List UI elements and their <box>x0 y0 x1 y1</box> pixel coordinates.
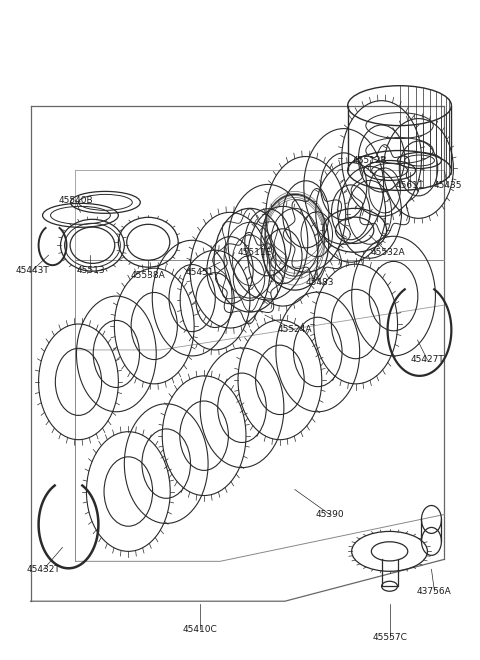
Text: 45483: 45483 <box>305 278 334 286</box>
Text: 45557C: 45557C <box>372 632 407 642</box>
Text: 45524A: 45524A <box>277 325 312 335</box>
Text: 45611: 45611 <box>395 181 424 190</box>
Text: 45427T: 45427T <box>410 356 444 364</box>
Text: 45538A: 45538A <box>131 271 166 280</box>
Text: 45435: 45435 <box>433 181 462 190</box>
Text: 45540B: 45540B <box>58 196 93 205</box>
Text: 45443T: 45443T <box>16 266 49 275</box>
Text: 43756A: 43756A <box>417 587 452 596</box>
Text: 45512B: 45512B <box>352 156 387 165</box>
Text: 45532A: 45532A <box>370 248 405 257</box>
Text: 45410C: 45410C <box>183 624 217 634</box>
Text: 45451: 45451 <box>186 268 215 277</box>
Text: 45513: 45513 <box>76 266 105 275</box>
Text: 45432T: 45432T <box>27 565 60 574</box>
Text: 45511E: 45511E <box>238 248 272 257</box>
Text: 45390: 45390 <box>315 510 344 519</box>
